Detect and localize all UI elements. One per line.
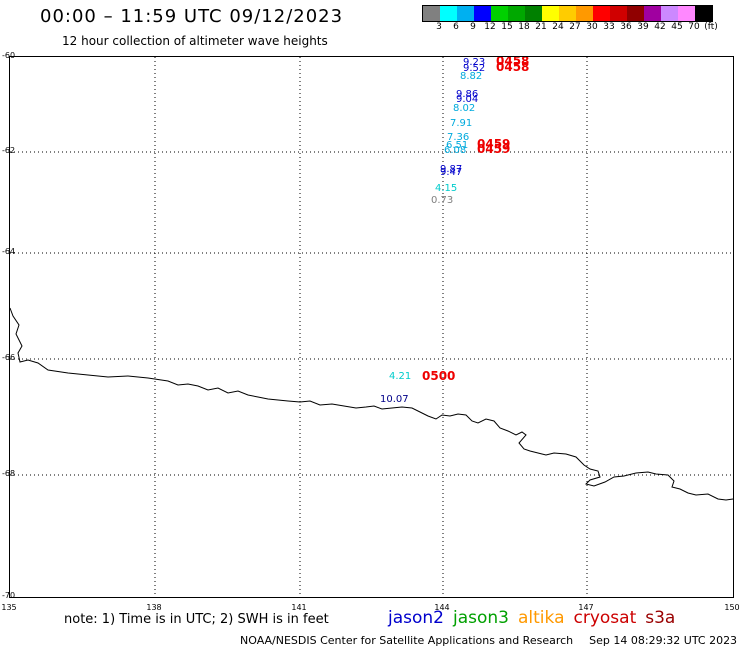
wave-height-label: 9.23: [463, 57, 485, 68]
pass-time-label: 0458: [496, 60, 529, 74]
latitude-label: -66: [2, 353, 16, 362]
colorbar-swatch: [423, 6, 440, 21]
colorbar-swatch: [695, 6, 712, 21]
colorbar-swatch: [678, 6, 695, 21]
wave-height-label: 9.47: [440, 167, 462, 178]
wave-height-label: 9.52: [463, 63, 485, 74]
colorbar-swatch: [644, 6, 661, 21]
wave-height-label: 8.82: [460, 71, 482, 82]
latitude-label: -64: [2, 247, 16, 256]
colorbar-label: 39: [637, 22, 649, 32]
legend-altika: altika: [518, 608, 565, 628]
wave-height-label: 9.86: [456, 89, 478, 100]
colorbar-label: 45: [671, 22, 683, 32]
map-subtitle: 12 hour collection of altimeter wave hei…: [62, 34, 328, 48]
wave-height-label: 10.07: [380, 394, 409, 405]
colorbar-label: 42: [654, 22, 666, 32]
colorbar-swatch: [593, 6, 610, 21]
wave-height-label: 9.87: [440, 164, 462, 175]
colorbar-swatch: [440, 6, 457, 21]
colorbar-label: 33: [603, 22, 615, 32]
colorbar-label: 70: [688, 22, 700, 32]
colorbar-label: 12: [484, 22, 496, 32]
colorbar-label: 36: [620, 22, 632, 32]
satellite-legend: jason2 jason3 altika cryosat s3a: [388, 608, 684, 628]
colorbar-swatch: [576, 6, 593, 21]
colorbar-swatch: [627, 6, 644, 21]
longitude-label: 141: [291, 603, 307, 612]
wave-height-colorbar: [422, 5, 713, 22]
coastline-antarctica: [9, 307, 734, 501]
wave-height-label: 9.04: [456, 94, 478, 105]
wave-height-label: 6.51: [446, 140, 468, 151]
pass-time-label: 0459: [477, 137, 510, 151]
colorbar-swatch: [525, 6, 542, 21]
colorbar-swatch: [491, 6, 508, 21]
colorbar-label: (ft): [704, 22, 718, 32]
colorbar-label: 18: [518, 22, 530, 32]
latitude-label: -68: [2, 469, 16, 478]
wave-height-label: 4.21: [389, 371, 411, 382]
legend-jason3: jason3: [453, 608, 509, 628]
colorbar-swatch: [559, 6, 576, 21]
pass-time-label: 0459: [477, 142, 510, 156]
longitude-label: 150: [724, 603, 740, 612]
pass-time-label: 0500: [422, 369, 455, 383]
footer-note: note: 1) Time is in UTC; 2) SWH is in fe…: [64, 612, 329, 627]
colorbar-label: 21: [535, 22, 547, 32]
graticule: [10, 57, 733, 597]
colorbar-label: 15: [501, 22, 513, 32]
colorbar-label: 3: [436, 22, 442, 32]
colorbar-swatch: [508, 6, 525, 21]
legend-s3a: s3a: [645, 608, 676, 628]
colorbar-swatch: [661, 6, 678, 21]
longitude-label: 147: [578, 603, 594, 612]
wave-height-label: 7.91: [450, 118, 472, 129]
observation-labels: 9.239.528.82045804589.869.048.027.917.36…: [380, 54, 529, 405]
pass-time-label: 0458: [496, 57, 529, 68]
colorbar-swatch: [542, 6, 559, 21]
colorbar-swatch: [474, 6, 491, 21]
wave-height-label: 0.73: [431, 195, 453, 206]
map-canvas: 9.239.528.82045804589.869.048.027.917.36…: [9, 54, 734, 597]
colorbar-labels: 3 6 9 12 15 18 21 24 27 30 33 36 39 42 45 70 (ft): [422, 22, 740, 34]
colorbar-swatch: [610, 6, 627, 21]
legend-jason2: jason2: [388, 608, 444, 628]
colorbar-label: 30: [586, 22, 598, 32]
credit-line: NOAA/NESDIS Center for Satellite Applica…: [240, 634, 737, 647]
longitude-label: 144: [434, 603, 450, 612]
latitude-label: -70: [2, 591, 16, 600]
wave-height-label: 4.15: [435, 183, 457, 194]
wave-height-label: 6.08: [444, 145, 466, 156]
colorbar-label: 24: [552, 22, 564, 32]
colorbar-swatch: [457, 6, 474, 21]
generation-timestamp: Sep 14 08:29:32 UTC 2023: [589, 634, 738, 647]
colorbar-label: 6: [453, 22, 459, 32]
credit-text: NOAA/NESDIS Center for Satellite Applica…: [240, 634, 574, 647]
wave-height-label: 7.36: [447, 132, 469, 143]
latitude-label: -60: [2, 51, 16, 60]
wave-height-label: 8.02: [453, 103, 475, 114]
longitude-label: 135: [1, 603, 17, 612]
latitude-label: -62: [2, 146, 16, 155]
legend-cryosat: cryosat: [573, 608, 637, 628]
map-title: 00:00 – 11:59 UTC 09/12/2023: [40, 6, 344, 27]
colorbar-label: 9: [470, 22, 476, 32]
map-frame: 9.23 9.52 8.82 0458 0458 9.86 9.04 8.02 7.91 7.36…: [9, 54, 734, 598]
longitude-label: 138: [146, 603, 162, 612]
colorbar-label: 27: [569, 22, 581, 32]
